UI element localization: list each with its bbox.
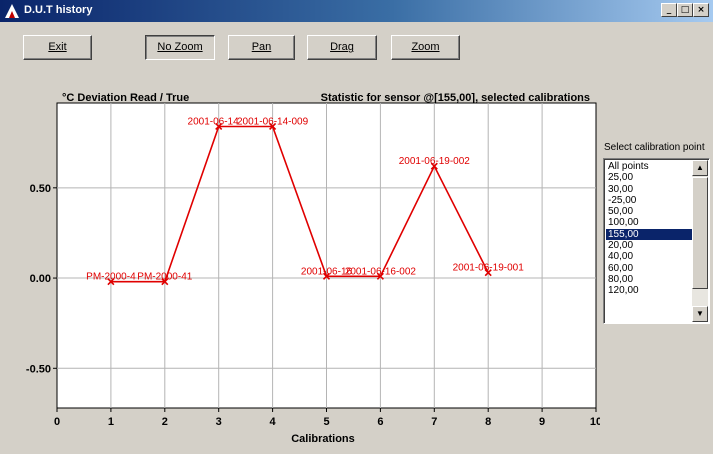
x-tick-label: 1 xyxy=(108,416,114,428)
x-tick-label: 2 xyxy=(162,416,168,428)
grid-lines xyxy=(57,103,596,408)
minimize-icon[interactable]: _ xyxy=(661,3,677,17)
x-tick-label: 4 xyxy=(270,416,277,428)
calibration-items: All points 25,00 30,00 -25,00 50,00 100,00 155… xyxy=(606,161,694,297)
point-annotation: 2001-06-14 xyxy=(188,116,240,127)
no-zoom-button-label: No Zoom xyxy=(157,41,203,53)
scroll-down-icon[interactable]: ▼ xyxy=(692,306,708,322)
x-tick-label: 6 xyxy=(377,416,383,428)
calibration-point-list[interactable]: All points 25,00 30,00 -25,00 50,00 100,00 155… xyxy=(603,158,710,324)
window-controls: _ □ × xyxy=(661,3,709,17)
point-annotation: PM-2000-4 xyxy=(86,272,136,283)
data-point xyxy=(322,272,331,280)
series-lines xyxy=(110,125,489,283)
axis-ticks: 0 1 2 3 4 5 6 7 8 9 10 0.50 0.00 -0.50 xyxy=(26,183,600,428)
data-point xyxy=(107,278,115,286)
pan-button[interactable]: Pan xyxy=(228,35,295,60)
x-tick-label: 7 xyxy=(431,416,437,428)
calibration-item[interactable]: 155,00 xyxy=(606,228,694,241)
zoom-button[interactable]: Zoom xyxy=(391,35,460,60)
scroll-thumb[interactable] xyxy=(692,177,708,289)
x-tick-label: 10 xyxy=(590,416,600,428)
calibration-item[interactable]: 100,00 xyxy=(608,217,639,229)
exit-button-label: Exit xyxy=(48,41,67,53)
calibration-item[interactable]: 30,00 xyxy=(608,183,634,195)
x-tick-label: 3 xyxy=(216,416,222,428)
calibration-item[interactable]: 120,00 xyxy=(608,285,639,297)
data-point xyxy=(376,272,384,280)
point-annotation: 2001-06-16-002 xyxy=(345,266,417,277)
calibration-item[interactable]: -25,00 xyxy=(608,194,637,206)
exit-button[interactable]: Exit xyxy=(23,35,92,60)
y-tick-label: 0.50 xyxy=(30,183,51,195)
x-tick-label: 0 xyxy=(54,416,60,428)
drag-button-label: Drag xyxy=(330,41,354,53)
point-annotation: 2001-06-14-009 xyxy=(237,116,309,127)
zoom-button-label: Zoom xyxy=(411,41,440,53)
calibration-item[interactable]: 25,00 xyxy=(608,172,634,184)
data-point xyxy=(161,278,169,286)
no-zoom-button[interactable]: No Zoom xyxy=(145,35,215,60)
data-point xyxy=(269,122,277,131)
pan-button-label: Pan xyxy=(251,41,272,53)
point-annotation: 2001-06-19-002 xyxy=(399,156,471,167)
calibration-point-label: Select calibration point xyxy=(604,142,705,153)
point-annotation: PM-2000-41 xyxy=(137,272,192,283)
data-point xyxy=(215,122,223,131)
drag-button[interactable]: Drag xyxy=(307,35,377,60)
list-scrollbar[interactable]: ▲ ▼ xyxy=(692,160,708,322)
scroll-up-icon[interactable]: ▲ xyxy=(692,160,708,176)
close-icon[interactable]: × xyxy=(693,3,709,17)
point-annotations: PM-2000-4 PM-2000-41 2001-06-142001-06-14-… xyxy=(86,116,524,282)
window-title: D.U.T history xyxy=(24,4,93,16)
calibration-item[interactable]: 50,00 xyxy=(608,206,634,218)
calibration-item[interactable]: 80,00 xyxy=(608,273,634,285)
x-axis-label: Calibrations xyxy=(291,433,355,445)
maximize-icon[interactable]: □ xyxy=(677,3,693,17)
chart-subtitle: Statistic for sensor @[155,00], selected… xyxy=(321,92,590,104)
x-tick-label: 9 xyxy=(539,416,545,428)
series-line xyxy=(110,125,489,283)
x-tick-label: 8 xyxy=(485,416,491,428)
y-tick-label: -0.50 xyxy=(26,363,51,375)
title-bar: D.U.T history _ □ × xyxy=(0,0,713,22)
calibration-item[interactable]: All points xyxy=(608,161,649,172)
x-tick-label: 5 xyxy=(323,416,329,428)
series-points xyxy=(107,122,492,286)
data-point xyxy=(430,162,438,170)
point-annotation: 2001-06-19-001 xyxy=(453,263,525,274)
deviation-chart[interactable]: 0 1 2 3 4 5 6 7 8 9 10 0.50 0.00 -0.50 PM-2000-4 PM-20… xyxy=(0,0,600,454)
calibration-item[interactable]: 60,00 xyxy=(608,262,634,274)
app-logo-icon xyxy=(5,4,19,18)
calibration-item[interactable]: 40,00 xyxy=(608,251,634,263)
y-tick-label: 0.00 xyxy=(30,273,51,285)
calibration-item[interactable]: 20,00 xyxy=(608,240,634,252)
point-annotation: 2001-06-16 xyxy=(301,266,353,277)
data-point xyxy=(484,269,492,277)
chart-title: °C Deviation Read / True xyxy=(62,92,189,104)
